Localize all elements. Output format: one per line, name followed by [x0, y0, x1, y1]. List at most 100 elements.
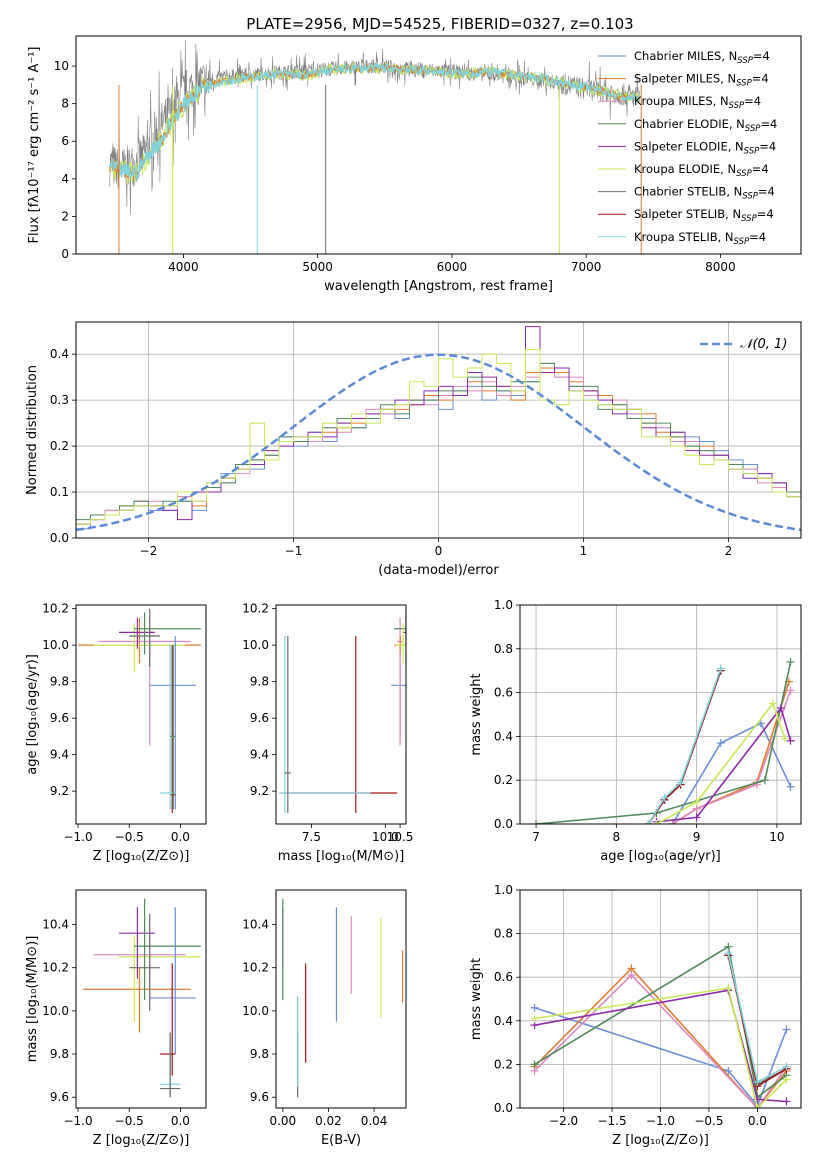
legend-label-suffix: =4	[744, 94, 761, 108]
x-axis-label: wavelength [Angstrom, rest frame]	[324, 279, 553, 294]
plot-area	[108, 39, 642, 254]
y-tick-label: 9.2	[50, 784, 69, 798]
mass-weight-point-marker	[782, 1062, 791, 1071]
mass-weight-point-marker	[782, 1025, 791, 1034]
mass-weight-point-marker	[753, 1077, 762, 1086]
y-tick-label: 0.1	[50, 485, 69, 499]
x-tick-label: 0.0	[748, 1114, 767, 1128]
y-axis-label: mass weight	[469, 673, 484, 755]
x-tick-label: 10.5	[387, 830, 414, 844]
y-tick-label: 0.3	[50, 393, 69, 407]
axes-frame	[275, 604, 407, 825]
legend-label: Salpeter ELODIE, NSSP=4	[634, 139, 776, 156]
axes-frame	[75, 604, 207, 825]
x-axis-label: Z [log₁₀(Z/Z⊙)]	[93, 849, 190, 864]
y-tick-label: 6	[61, 134, 69, 148]
y-tick-label: 0.0	[50, 531, 69, 545]
legend-label-suffix: =4	[757, 207, 774, 221]
legend-label-sub: SSP	[744, 146, 760, 156]
legend-label-sub: SSP	[734, 237, 750, 247]
legend-label-suffix: =4	[753, 49, 770, 63]
legend-label-sub: SSP	[745, 124, 761, 134]
x-tick-label: −2.0	[549, 1114, 578, 1128]
x-tick-label: 0.0	[171, 1114, 190, 1128]
legend-label-suffix: =4	[752, 162, 769, 176]
axes-frame	[275, 889, 407, 1109]
y-tick-label: 10.4	[242, 918, 269, 932]
mass-weight-point-marker	[627, 971, 636, 980]
y-tick-label: 0.8	[494, 927, 513, 941]
y-tick-label: 10.2	[242, 602, 269, 616]
legend-label: Chabrier ELODIE, NSSP=4	[634, 117, 777, 134]
mass-weight-point-marker	[644, 820, 653, 824]
legend-label-suffix: =4	[760, 117, 777, 131]
mass-weight-point-marker	[753, 1104, 762, 1108]
legend-label: Kroupa STELIB, NSSP=4	[634, 230, 766, 247]
y-tick-label: 9.8	[250, 675, 269, 689]
x-tick-label: 9	[693, 830, 701, 844]
x-tick-label: 6000	[437, 260, 468, 274]
mass-weight-point-marker	[716, 738, 725, 747]
plot-area	[83, 898, 201, 1098]
x-tick-label: 0.02	[315, 1114, 342, 1128]
legend-label-suffix: =4	[752, 72, 769, 86]
mass-weight-point-marker	[786, 686, 795, 695]
x-tick-label: 1	[580, 544, 588, 558]
legend-label-main: Chabrier STELIB, N	[634, 185, 742, 199]
x-tick-label: 8000	[705, 260, 736, 274]
legend-label: Salpeter MILES, NSSP=4	[634, 72, 769, 89]
mass-weight-vs-metallicity-panel: −2.0 −1.5 −1.0 −0.5 0.0 0.0 0.2 0.4 0.6 0.8 1.0 Z […	[469, 883, 802, 1148]
x-tick-label: 2	[725, 544, 733, 558]
histogram-series	[76, 362, 801, 538]
x-tick-label: 7	[532, 830, 540, 844]
legend-label-main: Chabrier ELODIE, N	[634, 117, 745, 131]
x-axis-label: age [log₁₀(age/yr)]	[600, 849, 721, 864]
mass-weight-point-marker	[652, 820, 661, 824]
legend-label-suffix: =4	[749, 230, 766, 244]
y-tick-label: 1.0	[494, 883, 513, 897]
legend-label-main: Kroupa MILES, N	[634, 94, 729, 108]
y-tick-label: 10.0	[242, 1004, 269, 1018]
y-tick-label: 0.2	[494, 773, 513, 787]
axes-frame	[519, 604, 802, 825]
mass-vs-reddening-panel: 0.00 0.02 0.04 9.6 9.8 10.0 10.2 10.4 E(B-V)	[242, 889, 407, 1148]
mass-weight-point-marker	[530, 1060, 539, 1069]
y-tick-label: 10.2	[242, 961, 269, 975]
mass-weight-point-marker	[786, 657, 795, 666]
mass-weight-series-line	[533, 973, 788, 1108]
legend-label-main: Kroupa STELIB, N	[634, 230, 734, 244]
legend-label: Salpeter STELIB, NSSP=4	[634, 207, 774, 224]
x-tick-label: 0	[435, 544, 443, 558]
legend-label: Chabrier MILES, NSSP=4	[634, 49, 770, 66]
mass-weight-point-marker	[780, 734, 789, 743]
mass-weight-point-marker	[786, 736, 795, 745]
age-vs-metallicity-panel: −1.0 −0.5 0.0 9.2 9.4 9.6 9.8 10.0 10.2 Z [log₁₀(…	[25, 602, 207, 864]
x-tick-label: 5000	[302, 260, 333, 274]
x-tick-label: −1.0	[63, 1114, 92, 1128]
x-tick-label: 7.5	[302, 830, 321, 844]
x-tick-label: −1.0	[646, 1114, 675, 1128]
mass-weight-point-marker	[676, 778, 685, 787]
mass-weight-point-marker	[692, 798, 701, 807]
legend-label: Chabrier STELIB, NSSP=4	[634, 185, 775, 202]
y-tick-label: 0.0	[494, 817, 513, 831]
x-tick-label: 7000	[571, 260, 602, 274]
y-tick-label: 9.8	[250, 1047, 269, 1061]
residual-histogram-panel: −2 −1 0 1 2 0.0 0.1 0.2 0.3 0.4 (data-model)/error…	[25, 321, 802, 578]
y-tick-label: 1.0	[494, 598, 513, 612]
y-tick-label: 8	[61, 97, 69, 111]
y-axis-label: Flux [fλ10⁻¹⁷ erg cm⁻² s⁻¹ A⁻¹]	[27, 47, 42, 244]
mass-weight-point-marker	[724, 984, 733, 993]
y-tick-label: 0.0	[494, 1101, 513, 1115]
mass-weight-point-marker	[786, 782, 795, 791]
y-tick-label: 10.2	[42, 602, 69, 616]
mass-weight-series-line	[647, 668, 722, 824]
mass-weight-point-marker	[782, 1075, 791, 1084]
y-tick-label: 10.0	[42, 638, 69, 652]
axes-frame	[75, 889, 207, 1109]
plot-area	[520, 605, 801, 824]
mass-weight-series-line	[533, 967, 788, 1108]
plot-area	[76, 322, 801, 538]
legend-label-sub: SSP	[741, 214, 757, 224]
